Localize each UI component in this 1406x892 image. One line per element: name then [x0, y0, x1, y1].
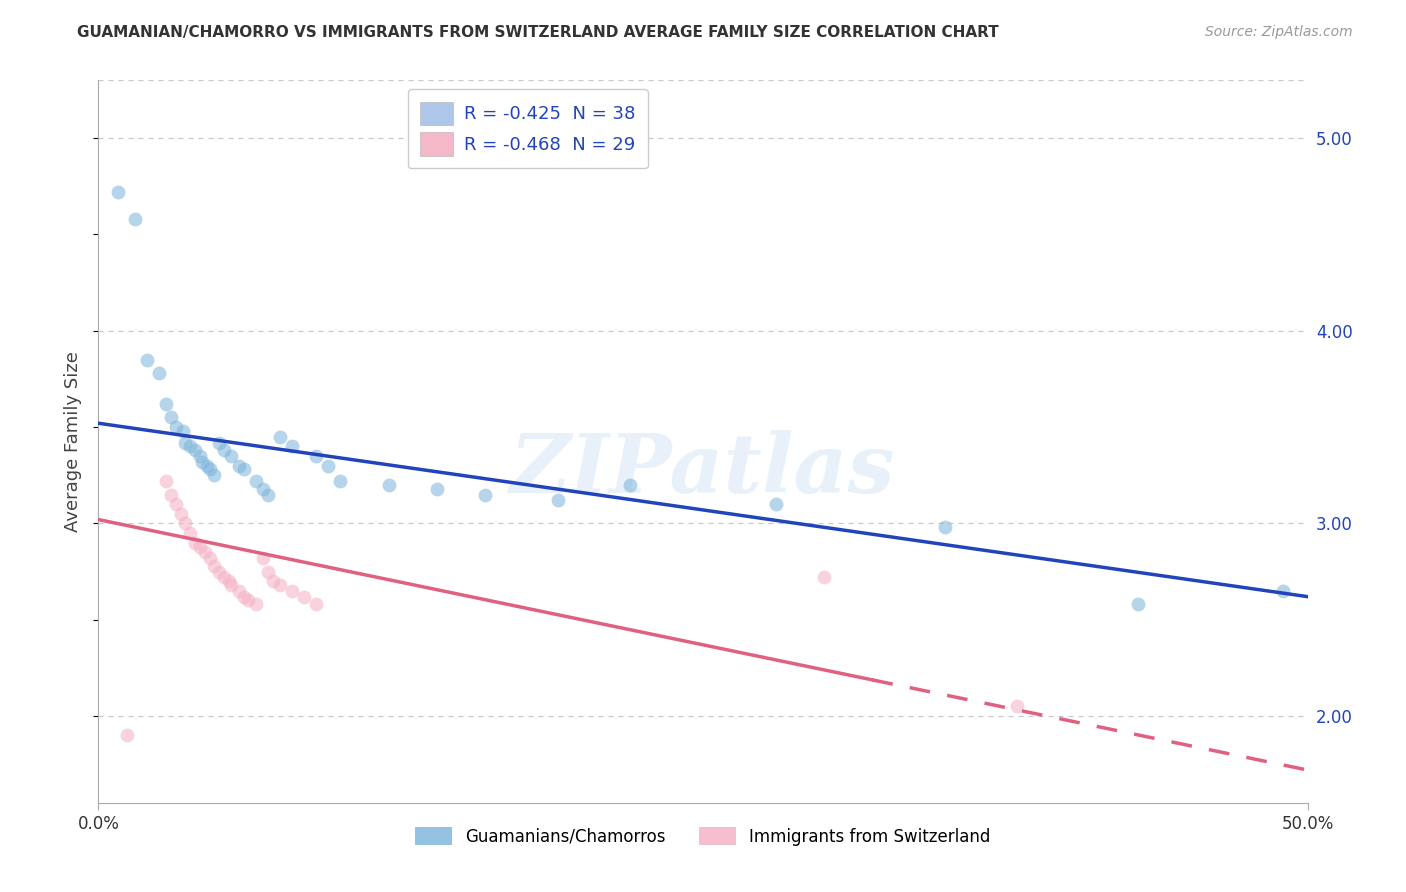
- Point: [1272, 583, 1295, 598]
- Point: [245, 598, 267, 612]
- Point: [184, 535, 207, 549]
- Point: [204, 468, 226, 483]
- Point: [165, 497, 187, 511]
- Point: [188, 540, 211, 554]
- Point: [232, 590, 254, 604]
- Point: [252, 482, 274, 496]
- Point: [198, 462, 221, 476]
- Point: [155, 397, 177, 411]
- Point: [135, 352, 157, 367]
- Point: [117, 728, 139, 742]
- Point: [184, 443, 207, 458]
- Text: Source: ZipAtlas.com: Source: ZipAtlas.com: [1205, 25, 1353, 39]
- Point: [228, 583, 250, 598]
- Point: [316, 458, 339, 473]
- Point: [252, 551, 274, 566]
- Point: [619, 478, 641, 492]
- Point: [426, 482, 449, 496]
- Point: [474, 487, 496, 501]
- Point: [174, 516, 197, 531]
- Point: [169, 507, 191, 521]
- Point: [212, 570, 235, 584]
- Point: [179, 439, 201, 453]
- Point: [221, 578, 243, 592]
- Point: [218, 574, 240, 589]
- Point: [262, 574, 284, 589]
- Point: [281, 439, 304, 453]
- Legend: Guamanians/Chamorros, Immigrants from Switzerland: Guamanians/Chamorros, Immigrants from Sw…: [409, 821, 997, 852]
- Point: [256, 487, 278, 501]
- Point: [269, 430, 291, 444]
- Point: [934, 520, 956, 534]
- Point: [165, 420, 187, 434]
- Point: [329, 474, 352, 488]
- Point: [174, 435, 197, 450]
- Point: [1128, 598, 1150, 612]
- Point: [204, 558, 226, 573]
- Text: GUAMANIAN/CHAMORRO VS IMMIGRANTS FROM SWITZERLAND AVERAGE FAMILY SIZE CORRELATIO: GUAMANIAN/CHAMORRO VS IMMIGRANTS FROM SW…: [77, 25, 1000, 40]
- Point: [765, 497, 787, 511]
- Point: [155, 474, 177, 488]
- Point: [228, 458, 250, 473]
- Point: [148, 366, 170, 380]
- Point: [281, 583, 304, 598]
- Point: [813, 570, 835, 584]
- Point: [377, 478, 399, 492]
- Point: [1007, 699, 1029, 714]
- Point: [160, 410, 183, 425]
- Point: [256, 565, 278, 579]
- Point: [179, 526, 201, 541]
- Point: [208, 435, 231, 450]
- Point: [208, 565, 231, 579]
- Point: [107, 185, 129, 199]
- Point: [212, 443, 235, 458]
- Point: [269, 578, 291, 592]
- Point: [172, 424, 194, 438]
- Point: [238, 593, 260, 607]
- Point: [195, 458, 218, 473]
- Text: ZIPatlas: ZIPatlas: [510, 431, 896, 510]
- Point: [232, 462, 254, 476]
- Point: [547, 493, 569, 508]
- Point: [124, 212, 146, 227]
- Point: [194, 545, 217, 559]
- Point: [160, 487, 183, 501]
- Point: [191, 455, 214, 469]
- Point: [245, 474, 267, 488]
- Point: [305, 449, 328, 463]
- Point: [188, 449, 211, 463]
- Point: [221, 449, 243, 463]
- Point: [198, 551, 221, 566]
- Point: [305, 598, 328, 612]
- Y-axis label: Average Family Size: Average Family Size: [65, 351, 83, 532]
- Point: [292, 590, 315, 604]
